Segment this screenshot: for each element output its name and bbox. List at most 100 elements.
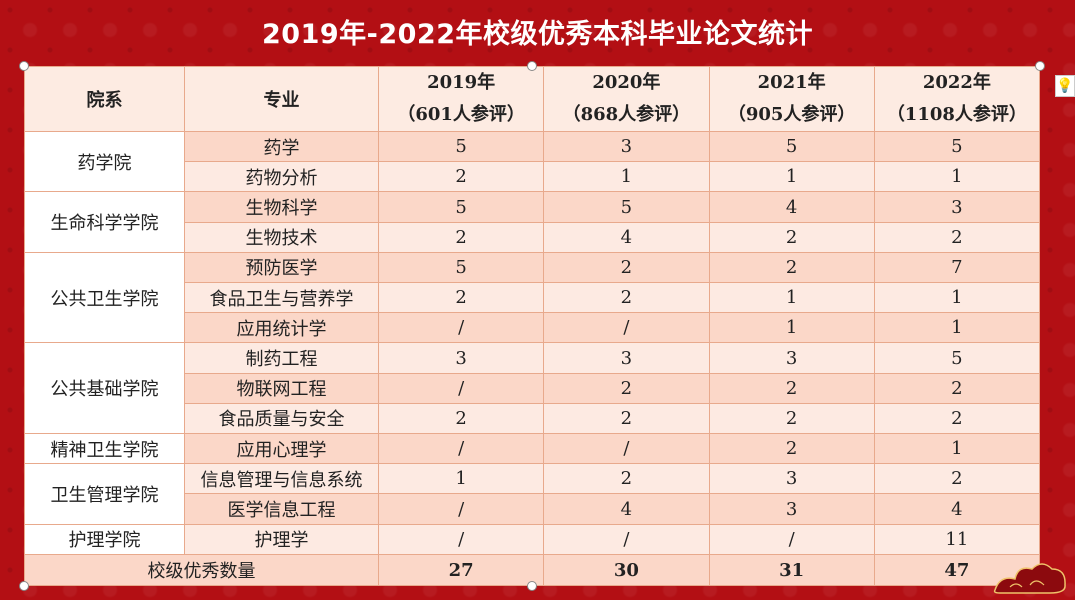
dept-cell: 卫生管理学院 xyxy=(24,463,185,525)
value-cell: / xyxy=(377,312,545,344)
major-cell: 应用统计学 xyxy=(184,312,379,344)
value-cell: 2 xyxy=(377,221,545,253)
major-cell: 医学信息工程 xyxy=(184,493,379,525)
value-cell: 2 xyxy=(543,463,710,495)
table-row: 医学信息工程 / 4 3 4 xyxy=(25,493,1041,525)
total-row: 校级优秀数量 27 30 31 47 xyxy=(24,554,1041,586)
header-year-label: 2022年 xyxy=(922,72,991,93)
header-year-2020: 2020年 （868人参评） xyxy=(543,66,710,132)
header-year-count: （905人参评） xyxy=(727,104,856,125)
total-label: 校级优秀数量 xyxy=(24,554,379,586)
header-year-count: （1108人参评） xyxy=(886,104,1027,125)
dept-cell: 精神卫生学院 xyxy=(24,433,185,465)
table-row: 应用统计学 / / 1 1 xyxy=(25,312,1041,344)
table-row: 食品卫生与营养学 2 2 1 1 xyxy=(25,282,1041,314)
value-cell: 1 xyxy=(708,161,875,193)
value-cell: 2 xyxy=(543,282,710,314)
table-row: 精神卫生学院 应用心理学 / / 2 1 xyxy=(24,433,1041,465)
value-cell: 11 xyxy=(873,523,1041,556)
table-row: 公共卫生学院 预防医学 5 2 2 7 xyxy=(24,251,1041,344)
value-cell: / xyxy=(377,372,545,404)
value-cell: 1 xyxy=(708,282,875,314)
major-cell: 药学 xyxy=(184,130,379,163)
value-cell: 1 xyxy=(873,282,1041,314)
header-year-count: （868人参评） xyxy=(562,104,691,125)
header-year-2022: 2022年 （1108人参评） xyxy=(873,66,1041,132)
lightbulb-icon[interactable]: 💡 xyxy=(1055,75,1075,97)
stats-table-container[interactable]: 院系 专业 2019年 （601人参评） 2020年 （868人参评） 2021… xyxy=(24,66,1041,586)
value-cell: 1 xyxy=(708,312,875,344)
value-cell: 2 xyxy=(377,282,545,314)
major-cell: 食品质量与安全 xyxy=(184,402,379,435)
major-cell: 药物分析 xyxy=(184,161,379,193)
resize-handle-top-right[interactable] xyxy=(1035,61,1045,71)
value-cell: 1 xyxy=(543,161,710,193)
total-cell: 31 xyxy=(708,554,875,586)
value-cell: 4 xyxy=(543,221,710,253)
table-row: 药物分析 2 1 1 1 xyxy=(25,161,1041,193)
value-cell: 2 xyxy=(873,463,1041,495)
total-cell: 27 xyxy=(377,554,545,586)
value-cell: 1 xyxy=(873,312,1041,344)
major-cell: 生物科学 xyxy=(184,191,379,223)
header-major: 专业 xyxy=(184,66,379,132)
header-year-2019: 2019年 （601人参评） xyxy=(377,66,545,132)
value-cell: 3 xyxy=(543,130,710,163)
value-cell: 5 xyxy=(377,130,545,163)
dept-cell: 药学院 xyxy=(24,130,185,193)
dept-cell: 护理学院 xyxy=(24,523,185,556)
value-cell: 2 xyxy=(708,221,875,253)
value-cell: 2 xyxy=(873,221,1041,253)
table-row: 卫生管理学院 信息管理与信息系统 1 2 3 2 xyxy=(24,463,1041,525)
value-cell: 2 xyxy=(377,402,545,435)
value-cell: 3 xyxy=(543,342,710,374)
value-cell: 1 xyxy=(873,433,1041,465)
value-cell: 3 xyxy=(708,493,875,525)
table-row: 药学院 药学 5 3 5 5 xyxy=(24,130,1041,193)
value-cell: 2 xyxy=(873,402,1041,435)
value-cell: 4 xyxy=(708,191,875,223)
dept-cell: 公共卫生学院 xyxy=(24,251,185,344)
value-cell: 1 xyxy=(873,161,1041,193)
value-cell: / xyxy=(543,523,710,556)
value-cell: 1 xyxy=(377,463,545,495)
value-cell: 3 xyxy=(708,342,875,374)
value-cell: / xyxy=(377,493,545,525)
value-cell: 3 xyxy=(708,463,875,495)
header-year-label: 2020年 xyxy=(592,72,661,93)
value-cell: 5 xyxy=(708,130,875,163)
value-cell: 2 xyxy=(708,251,875,284)
value-cell: 3 xyxy=(377,342,545,374)
value-cell: 5 xyxy=(873,130,1041,163)
resize-handle-bottom-left[interactable] xyxy=(19,581,29,591)
major-cell: 预防医学 xyxy=(184,251,379,284)
resize-handle-bottom-center[interactable] xyxy=(527,581,537,591)
major-cell: 护理学 xyxy=(184,523,379,556)
value-cell: 4 xyxy=(543,493,710,525)
table-row: 物联网工程 / 2 2 2 xyxy=(25,372,1041,404)
value-cell: 2 xyxy=(708,433,875,465)
header-year-label: 2021年 xyxy=(757,72,826,93)
dept-cell: 生命科学学院 xyxy=(24,191,185,253)
value-cell: 4 xyxy=(873,493,1041,525)
table-header-row: 院系 专业 2019年 （601人参评） 2020年 （868人参评） 2021… xyxy=(24,66,1041,132)
major-cell: 制药工程 xyxy=(184,342,379,374)
dept-cell: 公共基础学院 xyxy=(24,342,185,435)
value-cell: 2 xyxy=(543,372,710,404)
table-row: 食品质量与安全 2 2 2 2 xyxy=(25,402,1041,435)
value-cell: 2 xyxy=(873,372,1041,404)
major-cell: 信息管理与信息系统 xyxy=(184,463,379,495)
value-cell: 2 xyxy=(543,251,710,284)
table-row: 护理学院 护理学 / / / 11 xyxy=(24,523,1041,556)
value-cell: 2 xyxy=(708,372,875,404)
value-cell: 5 xyxy=(377,251,545,284)
value-cell: / xyxy=(377,433,545,465)
slide-title: 2019年-2022年校级优秀本科毕业论文统计 xyxy=(262,18,813,50)
header-dept: 院系 xyxy=(24,66,185,132)
major-cell: 生物技术 xyxy=(184,221,379,253)
resize-handle-top-center[interactable] xyxy=(527,61,537,71)
value-cell: 5 xyxy=(377,191,545,223)
header-year-2021: 2021年 （905人参评） xyxy=(708,66,875,132)
resize-handle-top-left[interactable] xyxy=(19,61,29,71)
table-row: 公共基础学院 制药工程 3 3 3 5 xyxy=(24,342,1041,435)
